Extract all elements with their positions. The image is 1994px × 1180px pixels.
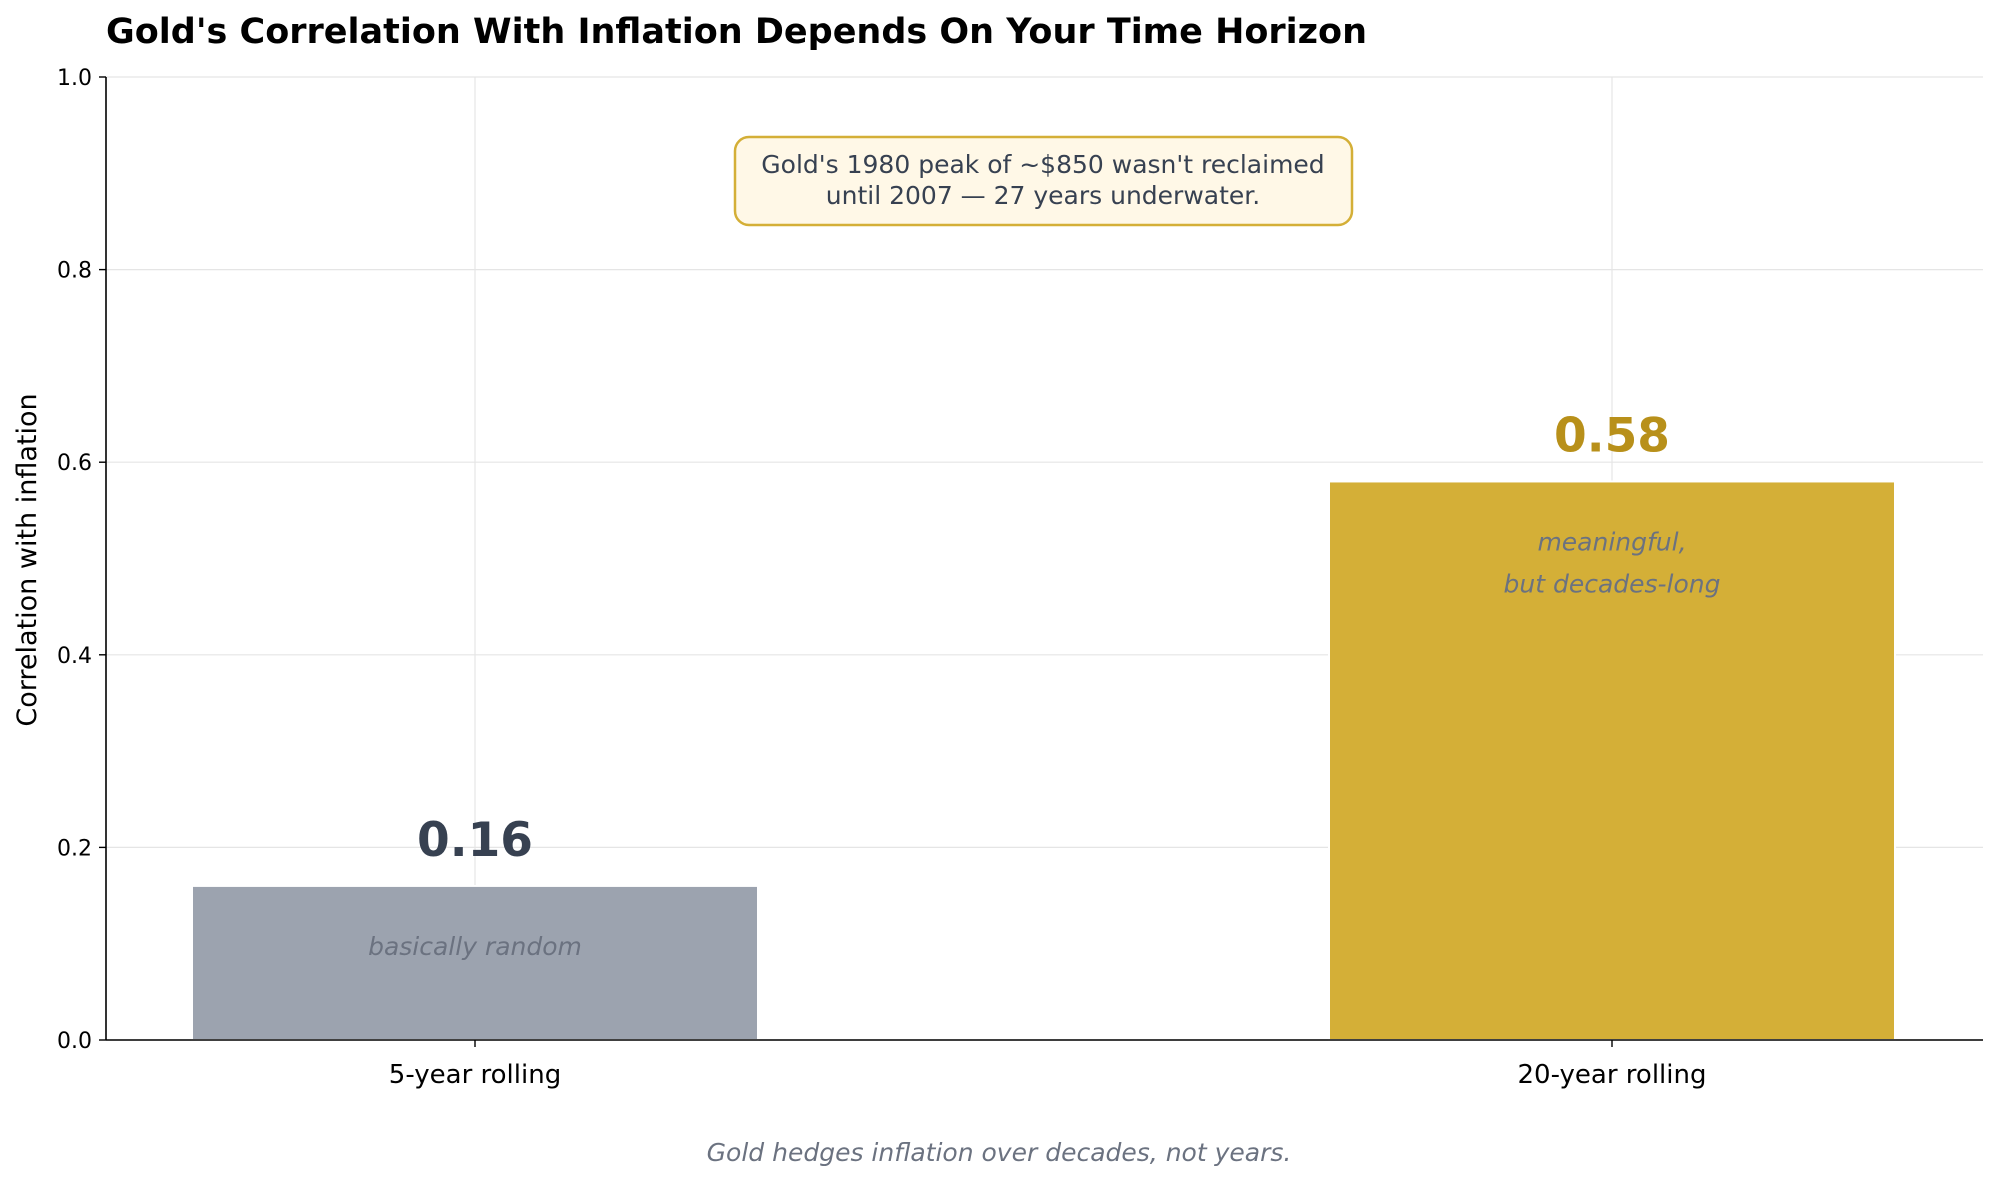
chart-title: Gold's Correlation With Inflation Depend… bbox=[106, 12, 1367, 52]
footer-caption: Gold hedges inflation over decades, not … bbox=[707, 1138, 1292, 1167]
y-axis-label: Correlation with inflation bbox=[12, 393, 43, 726]
y-tick-label: 0.0 bbox=[57, 1029, 92, 1054]
bars bbox=[191, 480, 1896, 1041]
bar-annotation-2: meaningful, bbox=[1537, 527, 1686, 556]
annotation-rect bbox=[733, 135, 1354, 227]
annotation-line-1: Gold's 1980 peak of ~$850 wasn't reclaim… bbox=[761, 150, 1324, 179]
annotation-line-2: until 2007 — 27 years underwater. bbox=[826, 181, 1260, 210]
labels: 0.0 0.2 0.4 0.6 0.8 1.0 5-year rolling 20-year … bbox=[57, 66, 1721, 1090]
bar-2 bbox=[1328, 480, 1896, 1041]
y-tick-label: 0.6 bbox=[57, 451, 92, 476]
axes bbox=[99, 76, 1983, 1047]
y-tick-label: 0.2 bbox=[57, 836, 92, 861]
x-tick-label: 5-year rolling bbox=[389, 1060, 561, 1090]
x-tick-label: 20-year rolling bbox=[1518, 1060, 1707, 1090]
y-tick-label: 0.8 bbox=[57, 259, 92, 284]
bar-1 bbox=[191, 884, 759, 1041]
y-tick-label: 1.0 bbox=[57, 66, 92, 91]
value-label-1: 0.16 bbox=[417, 813, 533, 868]
annotation-box: Gold's 1980 peak of ~$850 wasn't reclaim… bbox=[733, 135, 1354, 227]
bar-annotation-2: but decades-long bbox=[1503, 569, 1720, 598]
y-tick-label: 0.4 bbox=[57, 644, 92, 669]
bar-annotation-1: basically random bbox=[368, 932, 582, 961]
value-label-2: 0.58 bbox=[1554, 408, 1670, 463]
